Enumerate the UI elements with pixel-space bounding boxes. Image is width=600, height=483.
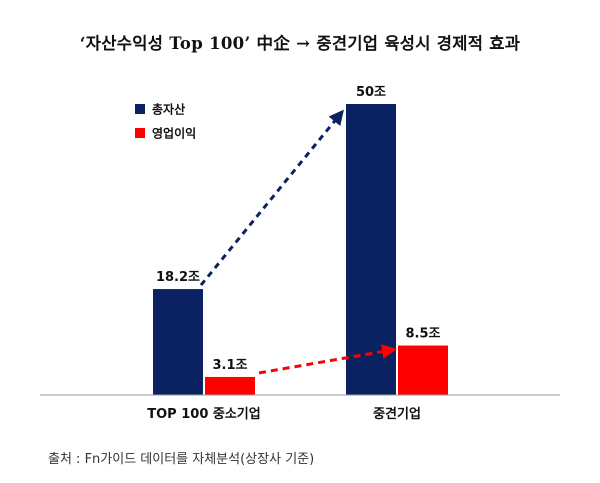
data-label: 3.1조	[213, 358, 248, 373]
legend-swatch	[135, 128, 145, 138]
legend-swatch	[135, 104, 145, 114]
legend-label: 총자산	[152, 102, 185, 117]
data-label: 8.5조	[406, 327, 441, 342]
source-note: 출처 : Fn가이드 데이터를 자체분석(상장사 기준)	[48, 452, 315, 467]
data-label: 50조	[356, 85, 386, 100]
bar-영업이익-0	[205, 376, 255, 395]
growth-arrow-영업이익	[258, 344, 397, 375]
bar-영업이익-1	[398, 345, 448, 395]
data-label: 18.2조	[156, 270, 200, 285]
growth-arrow-총자산	[199, 109, 344, 287]
bar-총자산-0	[153, 289, 203, 395]
category-label: TOP 100 중소기업	[147, 407, 260, 422]
chart-title: ‘자산수익성 Top 100’ 中企 → 중견기업 육성시 경제적 효과	[79, 34, 521, 53]
bar-총자산-1	[346, 104, 396, 395]
legend-label: 영업이익	[152, 126, 196, 141]
category-label: 중견기업	[373, 406, 421, 422]
